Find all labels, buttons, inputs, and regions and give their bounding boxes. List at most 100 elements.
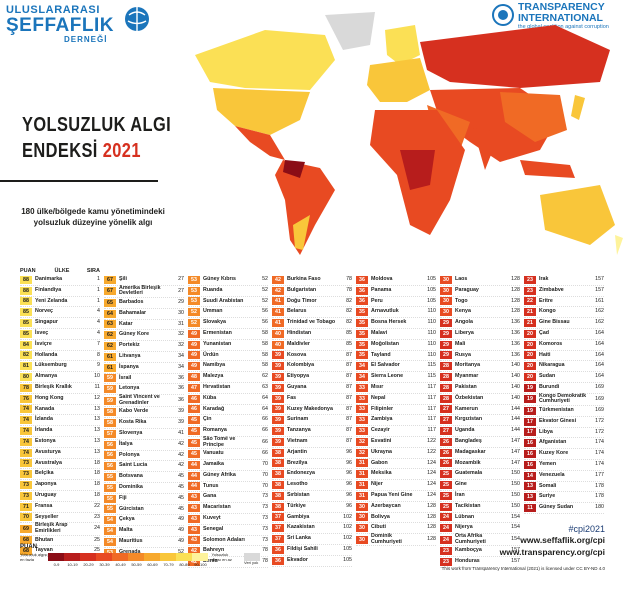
- rank: 30: [178, 309, 184, 316]
- title-line: YOLSUZLUK ALGI: [22, 114, 172, 136]
- header-cell: ÜLKE: [54, 267, 70, 274]
- country: Afganistan: [539, 439, 567, 446]
- table-row: 58 Kabo Verde 39: [104, 407, 184, 419]
- country: Kuveyt: [203, 515, 221, 522]
- score: 33: [356, 405, 368, 414]
- country: Yemen: [539, 461, 557, 468]
- score: 45: [188, 427, 200, 436]
- country: Polonya: [119, 451, 140, 458]
- score: 24: [440, 524, 452, 533]
- rank: 23: [94, 513, 100, 520]
- country: Rusya: [455, 351, 471, 358]
- score: 40: [272, 340, 284, 349]
- score: 58: [104, 419, 116, 428]
- table-row: 36 Fildişi Sahili 105: [272, 545, 352, 556]
- table-row: 56 Saint Lucia 42: [104, 461, 184, 473]
- score: 52: [188, 308, 200, 317]
- country: Bahamalar: [119, 309, 147, 316]
- southeast-asia: [520, 160, 575, 178]
- score: 13: [524, 482, 536, 491]
- country: İtalya: [119, 440, 133, 447]
- legend-swatch: [80, 553, 97, 561]
- score: 80: [20, 373, 32, 382]
- country: Gine: [455, 481, 467, 488]
- rank: 164: [595, 351, 604, 358]
- score: 31: [356, 470, 368, 479]
- table-row: 70 Seyşeller 23: [20, 513, 100, 524]
- score: 38: [272, 502, 284, 511]
- table-row: 43 Solomon Adaları 73: [188, 536, 268, 547]
- score: 17: [524, 428, 536, 437]
- rank: 1: [97, 297, 100, 304]
- rank: 45: [178, 494, 184, 501]
- score: 27: [440, 427, 452, 436]
- country: Karadağ: [203, 405, 225, 412]
- rank: 87: [346, 416, 352, 423]
- table-row: 33 Nepal 117: [356, 394, 436, 405]
- rank: 136: [511, 351, 520, 358]
- table-row: 88 Yeni Zelanda 1: [20, 297, 100, 308]
- rank: 73: [262, 525, 268, 532]
- rank: 154: [511, 524, 520, 531]
- score: 39: [272, 416, 284, 425]
- table-row: 49 Ürdün 58: [188, 351, 268, 362]
- country: Ekvator Ginesi: [539, 417, 577, 424]
- table-row: 85 Singapur 4: [20, 318, 100, 329]
- rank: 154: [511, 535, 520, 542]
- table-row: 74 Avusturya 13: [20, 448, 100, 459]
- score: 46: [188, 405, 200, 414]
- rank: 18: [94, 481, 100, 488]
- country: Burkina Faso: [287, 276, 321, 283]
- score: 38: [272, 470, 284, 479]
- country: Sırbistan: [287, 492, 310, 499]
- country: Vietnam: [287, 438, 308, 445]
- rank: 162: [595, 308, 604, 315]
- table-row: 39 Surinam 87: [272, 415, 352, 427]
- legend-swatch: [128, 553, 145, 561]
- table-row: 35 Arnavutluk 110: [356, 307, 436, 319]
- rank: 78: [346, 286, 352, 293]
- rank: 124: [427, 459, 436, 466]
- table-row: 37 Sri Lanka 102: [272, 534, 352, 545]
- rank: 169: [595, 407, 604, 414]
- ti-logo: TRANSPARENCY INTERNATIONAL the global co…: [492, 2, 622, 42]
- score: 39: [272, 383, 284, 392]
- country: Mısır: [371, 384, 384, 391]
- country: Cibuti: [371, 524, 387, 531]
- rank: 39: [178, 408, 184, 415]
- rank: 110: [427, 308, 436, 315]
- rank: 110: [427, 340, 436, 347]
- table-row: 42 Bahreyn 78: [188, 546, 268, 558]
- table-row: 45 São Tomé ve Príncipe 66: [188, 436, 268, 450]
- country: Güney Afrika: [203, 471, 236, 478]
- country: Komoros: [539, 340, 563, 347]
- score: 33: [356, 416, 368, 425]
- score: 76: [20, 394, 32, 403]
- legend-label: 0-9: [53, 562, 60, 567]
- rank: 73: [262, 536, 268, 543]
- new-zealand: [615, 235, 623, 255]
- rank: 73: [262, 493, 268, 500]
- table-row: 58 Kosta Rika 39: [104, 418, 184, 429]
- rank: 117: [427, 394, 436, 401]
- table-row: 24 Orta Afrika Cumhuriyeti 154: [440, 533, 520, 547]
- country: Avustralya: [35, 459, 62, 466]
- table-row: 30 Bolivya 128: [356, 513, 436, 524]
- rank: 162: [595, 319, 604, 326]
- rank: 36: [178, 385, 184, 392]
- country: Kuzey Kore: [539, 450, 569, 457]
- table-row: 16 Kuzey Kore 174: [524, 449, 604, 460]
- legend-swatch: [64, 553, 81, 561]
- country: Arjantin: [287, 448, 308, 455]
- china: [500, 92, 567, 142]
- rank: 58: [262, 362, 268, 369]
- rank: 64: [262, 405, 268, 412]
- country: Umman: [203, 308, 223, 315]
- score: 36: [356, 286, 368, 295]
- country: Japonya: [35, 481, 57, 488]
- table-row: 88 Danimarka 1: [20, 275, 100, 286]
- rank: 177: [595, 471, 604, 478]
- table-row: 80 Almanya 10: [20, 372, 100, 383]
